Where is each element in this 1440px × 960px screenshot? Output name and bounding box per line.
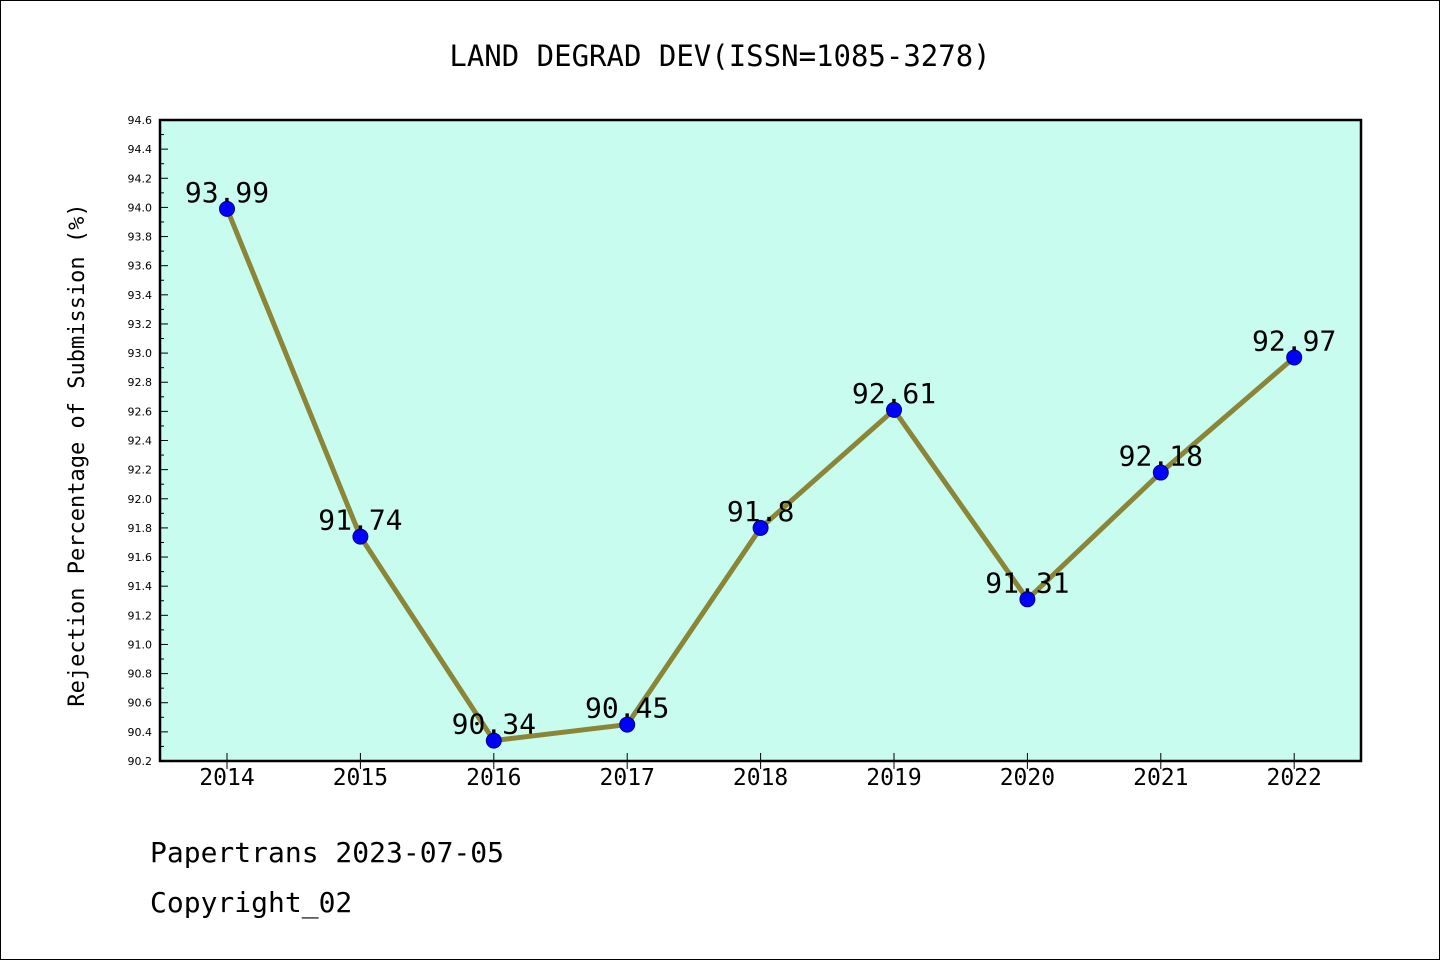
data-label: 92.97 bbox=[1252, 324, 1336, 357]
y-tick-label: 94.2 bbox=[128, 172, 153, 185]
y-tick-label: 93.4 bbox=[128, 289, 153, 302]
x-tick-label: 2019 bbox=[866, 765, 921, 791]
x-tick-label: 2018 bbox=[733, 765, 788, 791]
x-axis: 2014 2015 2016 2017 2018 2019 2020 2021 2022 bbox=[199, 753, 1322, 791]
footer-date: Papertrans 2023-07-05 bbox=[150, 836, 505, 869]
y-tick-label: 90.4 bbox=[128, 726, 153, 739]
x-tick-label: 2020 bbox=[1000, 765, 1055, 791]
marker-group bbox=[219, 200, 1303, 749]
footer-copyright: Copyright_02 bbox=[150, 886, 353, 919]
x-tick-label: 2022 bbox=[1267, 765, 1322, 791]
x-tick-label: 2014 bbox=[199, 765, 254, 791]
y-tick-label: 93.0 bbox=[128, 347, 153, 360]
y-tick-label: 91.4 bbox=[128, 580, 153, 593]
y-tick-label: 92.4 bbox=[128, 435, 153, 448]
x-tick-label: 2016 bbox=[466, 765, 521, 791]
y-tick-label: 92.2 bbox=[128, 464, 153, 477]
data-point bbox=[1152, 464, 1169, 481]
y-tick-label: 91.0 bbox=[128, 638, 153, 651]
y-tick-label: 93.2 bbox=[128, 318, 153, 331]
y-tick-label: 91.6 bbox=[128, 551, 153, 564]
data-label: 91.31 bbox=[985, 566, 1069, 599]
data-label: 92.61 bbox=[852, 377, 936, 410]
y-tick-label: 94.4 bbox=[128, 143, 153, 156]
y-tick-label: 90.8 bbox=[128, 668, 153, 681]
y-tick-label: 93.6 bbox=[128, 260, 153, 273]
y-axis: 90.2 90.4 90.6 90.8 91.0 91.2 91.4 91.6 91.8 92.0… bbox=[128, 114, 168, 768]
data-point bbox=[619, 716, 636, 733]
x-tick-label: 2017 bbox=[600, 765, 655, 791]
data-point bbox=[1019, 591, 1036, 608]
data-point bbox=[886, 401, 902, 418]
data-label: 91.74 bbox=[318, 504, 402, 537]
data-point bbox=[485, 732, 502, 749]
x-tick-label: 2015 bbox=[333, 765, 388, 791]
y-tick-label: 92.8 bbox=[128, 376, 153, 389]
y-tick-label: 91.8 bbox=[128, 522, 153, 535]
y-axis-label: Rejection Percentage of Submission (%) bbox=[65, 203, 90, 706]
y-tick-label: 92.6 bbox=[128, 405, 153, 418]
y-tick-label: 90.2 bbox=[128, 755, 153, 768]
chart-title: LAND DEGRAD DEV(ISSN=1085-3278) bbox=[449, 39, 990, 73]
data-point bbox=[219, 200, 235, 217]
y-tick-label: 92.0 bbox=[128, 493, 153, 506]
data-point bbox=[752, 519, 769, 536]
y-tick-label: 91.2 bbox=[128, 609, 153, 622]
plot-area bbox=[158, 118, 1363, 763]
data-label: 90.45 bbox=[585, 692, 669, 725]
data-point bbox=[1286, 349, 1303, 366]
y-tick-label: 90.6 bbox=[128, 697, 153, 710]
data-label-group: 93.99 91.74 90.34 90.45 91.8 92.61 91.31 92.18 9… bbox=[185, 176, 1336, 741]
y-tick-label: 94.0 bbox=[128, 201, 153, 214]
data-label: 93.99 bbox=[185, 176, 269, 209]
y-tick-label: 94.6 bbox=[128, 114, 153, 127]
data-label: 91.8 bbox=[727, 495, 794, 528]
data-label: 90.34 bbox=[452, 708, 536, 741]
data-point bbox=[352, 528, 369, 545]
data-label: 92.18 bbox=[1119, 440, 1203, 473]
y-tick-label: 93.8 bbox=[128, 231, 153, 244]
x-tick-label: 2021 bbox=[1133, 765, 1188, 791]
